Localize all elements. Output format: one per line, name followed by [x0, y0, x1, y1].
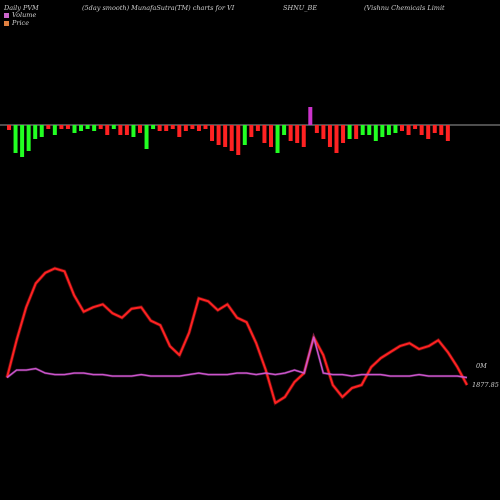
pvm-bar	[373, 125, 378, 141]
chart-header-left: Daily PVM	[4, 4, 39, 12]
pvm-bar	[380, 125, 385, 137]
chart-header-middle: (5day smooth) MunafaSutra(TM) charts for…	[82, 4, 235, 12]
pvm-bar	[249, 125, 254, 137]
pvm-bar	[13, 125, 18, 153]
pvm-bar	[59, 125, 64, 129]
pvm-bar	[26, 125, 31, 151]
pvm-bar	[413, 125, 418, 129]
pvm-bar	[151, 125, 156, 129]
pvm-bar	[144, 125, 149, 149]
pvm-bar	[138, 125, 142, 133]
pvm-bar	[406, 125, 411, 135]
pvm-bar	[314, 125, 319, 133]
pvm-bar	[354, 125, 359, 139]
pvm-bar	[92, 125, 97, 131]
pvm-bar	[196, 125, 201, 131]
pvm-bar	[321, 125, 326, 139]
pvm-bar	[439, 125, 444, 135]
pvm-bar	[164, 125, 169, 131]
pvm-bar	[46, 125, 51, 129]
pvm-bar	[334, 125, 339, 153]
price-line-glow	[5, 266, 469, 406]
pvm-bar	[229, 125, 234, 151]
pvm-bar	[282, 125, 287, 135]
pvm-bar	[210, 125, 215, 141]
pvm-bar	[269, 125, 273, 147]
price-line	[6, 267, 468, 404]
pvm-bar	[20, 125, 25, 157]
pvm-bar	[419, 125, 424, 135]
pvm-bar	[360, 125, 365, 135]
pvm-bar	[72, 125, 77, 133]
chart-header-right: (Vishnu Chemicals Limit	[364, 4, 445, 12]
volume-value-label: 0M	[476, 362, 487, 370]
pvm-bar	[39, 125, 44, 137]
chart-header-symbol: SHNU_BE	[283, 4, 318, 12]
pvm-bar	[393, 125, 398, 133]
pvm-bar	[65, 125, 70, 129]
pvm-bar	[386, 125, 391, 135]
pvm-bar	[223, 125, 228, 147]
pvm-bar	[190, 125, 195, 129]
pvm-bar	[445, 125, 450, 141]
pvm-bar	[236, 125, 241, 155]
legend-price: Price	[4, 19, 29, 27]
legend-volume-label: Volume	[12, 11, 37, 19]
pvm-bar	[111, 125, 116, 129]
pvm-bar	[301, 125, 306, 147]
volume-line-glow	[6, 332, 468, 379]
pvm-bar	[367, 125, 372, 135]
pvm-bar	[341, 125, 346, 143]
pvm-bar	[79, 125, 84, 131]
pvm-bar	[426, 125, 431, 139]
pvm-bar	[52, 125, 57, 135]
pvm-bar	[177, 125, 182, 137]
pvm-bar	[170, 125, 175, 129]
pvm-bar	[105, 125, 110, 135]
pvm-bar	[7, 125, 11, 130]
price-volume-lines	[5, 266, 469, 406]
pvm-bars	[7, 107, 450, 157]
volume-line	[6, 336, 468, 379]
pvm-bar	[288, 125, 293, 141]
pvm-bar	[255, 125, 260, 131]
pvm-bar	[203, 125, 208, 129]
pvm-bar	[275, 125, 280, 153]
pvm-bar	[242, 125, 247, 145]
pvm-bar	[295, 125, 300, 143]
pvm-bar	[432, 125, 437, 133]
pvm-bar	[118, 125, 123, 135]
pvm-bar	[124, 125, 129, 135]
pvm-bar	[400, 125, 404, 131]
pvm-bar	[131, 125, 136, 137]
legend-price-swatch	[4, 20, 9, 26]
pvm-bar	[327, 125, 332, 147]
pvm-bar	[33, 125, 38, 139]
price-value-label: 1877.85	[472, 381, 499, 389]
pvm-bar	[85, 125, 90, 129]
legend-volume-swatch	[4, 12, 9, 18]
pvm-bar	[347, 125, 352, 139]
legend-price-label: Price	[12, 19, 30, 27]
pvm-bar	[157, 125, 162, 131]
legend-volume: Volume	[4, 11, 36, 19]
pvm-bar	[183, 125, 188, 131]
pvm-bar	[262, 125, 267, 143]
pvm-bar	[98, 125, 103, 129]
pvm-bar	[216, 125, 221, 145]
pvm-bar	[308, 107, 313, 125]
